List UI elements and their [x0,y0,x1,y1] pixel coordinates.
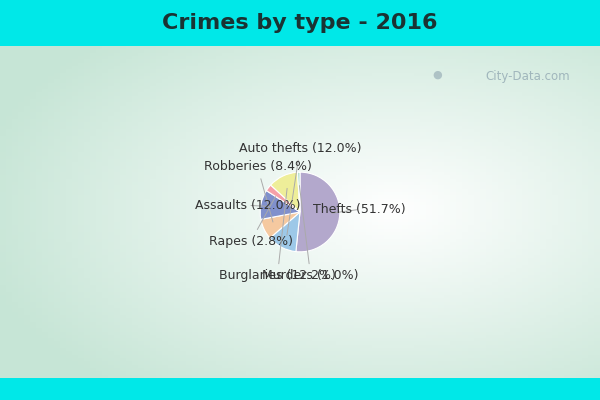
Text: City-Data.com: City-Data.com [485,70,570,83]
Wedge shape [266,185,300,212]
Text: Thefts (51.7%): Thefts (51.7%) [313,203,406,216]
Text: Murders (1.0%): Murders (1.0%) [262,186,359,282]
Wedge shape [298,172,300,212]
Text: Crimes by type - 2016: Crimes by type - 2016 [162,13,438,33]
Text: ●: ● [432,70,442,80]
Wedge shape [271,172,300,212]
Wedge shape [261,212,300,238]
Wedge shape [260,191,300,219]
Wedge shape [296,172,340,252]
Text: Burglaries (12.2%): Burglaries (12.2%) [219,188,336,282]
Text: Robberies (8.4%): Robberies (8.4%) [203,160,311,222]
Wedge shape [270,212,300,252]
Text: Assaults (12.0%): Assaults (12.0%) [196,199,301,212]
Text: Rapes (2.8%): Rapes (2.8%) [209,197,293,248]
Text: Auto thefts (12.0%): Auto thefts (12.0%) [239,142,361,235]
